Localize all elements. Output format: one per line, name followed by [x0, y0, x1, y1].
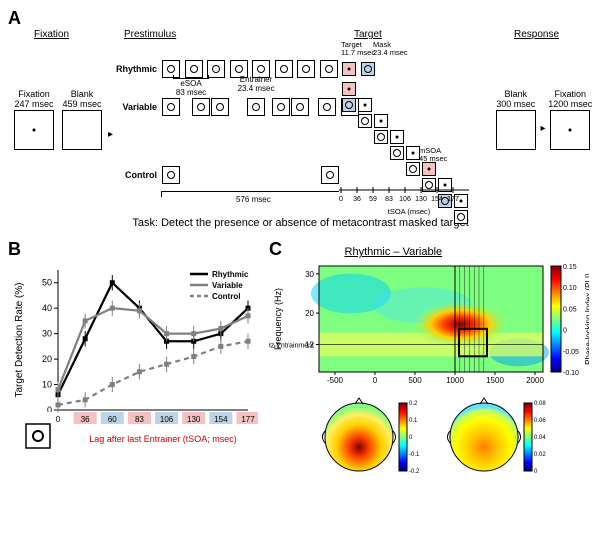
svg-text:20: 20 — [305, 309, 314, 318]
blank2-dur: 300 msec — [493, 99, 538, 109]
svg-text:0.02: 0.02 — [534, 452, 546, 458]
svg-text:0: 0 — [373, 376, 378, 385]
panel-c-label: C — [269, 239, 282, 259]
tf-plot: 12203012 Hz Entrainment-5000500100015002… — [269, 260, 589, 390]
svg-text:0: 0 — [56, 415, 61, 424]
row-variable: Variable — [113, 102, 161, 112]
svg-text:0: 0 — [339, 196, 343, 203]
arrow2-icon: ▸ — [540, 123, 545, 151]
svg-text:-500: -500 — [327, 376, 344, 385]
fix-dur: 247 msec — [11, 99, 57, 109]
svg-text:130: 130 — [187, 415, 201, 424]
blank2-box — [496, 110, 536, 150]
row-rhythmic: Rhythmic — [113, 64, 161, 74]
fix2-dur: 1200 msec — [548, 99, 593, 109]
svg-text:Frequency (Hz): Frequency (Hz) — [273, 288, 283, 350]
svg-text:20: 20 — [42, 354, 52, 364]
fix2-title: Fixation — [548, 89, 593, 99]
fix-title: Fixation — [11, 89, 57, 99]
svg-text:-0.1: -0.1 — [409, 452, 420, 458]
variable-entrainers — [161, 97, 360, 117]
svg-text:1000: 1000 — [446, 376, 464, 385]
panel-b-label: B — [8, 239, 21, 259]
panel-c: C Rhythmic – Variable 12203012 Hz Entrai… — [269, 239, 593, 484]
row-control: Control — [113, 170, 161, 180]
blank1-dur: 459 msec — [59, 99, 105, 109]
svg-text:-0.2: -0.2 — [409, 469, 420, 475]
svg-text:Rhythmic: Rhythmic — [212, 270, 249, 279]
svg-text:0.10: 0.10 — [563, 285, 577, 292]
phase-prestim: Prestimulus — [124, 29, 176, 40]
svg-text:154: 154 — [431, 196, 443, 203]
tsoa-axis: 0 36 59 83 106 130 154 177 — [339, 187, 479, 209]
svg-text:36: 36 — [353, 196, 361, 203]
svg-text:0.2: 0.2 — [409, 401, 418, 407]
phase-target: Target — [354, 29, 382, 40]
svg-text:Control: Control — [212, 292, 240, 301]
blank2-title: Blank — [493, 89, 538, 99]
esoa-lbl: eSOA — [171, 79, 211, 88]
phase-fixation: Fixation — [34, 29, 69, 40]
svg-text:-0.05: -0.05 — [563, 349, 579, 356]
svg-text:0: 0 — [409, 435, 413, 441]
topoplots: -0.2 -0.1 0 0.1 0.2 0 0.02 0.04 0.06 0.08 — [269, 392, 589, 482]
svg-text:30: 30 — [305, 270, 314, 279]
svg-text:83: 83 — [135, 415, 144, 424]
svg-text:50: 50 — [42, 278, 52, 288]
phase-response: Response — [514, 29, 559, 40]
svg-text:0: 0 — [534, 469, 538, 475]
svg-text:130: 130 — [415, 196, 427, 203]
svg-text:60: 60 — [108, 415, 117, 424]
svg-text:0.06: 0.06 — [534, 418, 546, 424]
svg-text:0: 0 — [563, 328, 567, 335]
svg-text:0.04: 0.04 — [534, 435, 546, 441]
task-text: Task: Detect the presence or absence of … — [8, 217, 593, 229]
svg-text:Lag after last Entrainer (tSOA: Lag after last Entrainer (tSOA; msec) — [89, 434, 237, 444]
panel-c-title: Rhythmic – Variable — [345, 246, 443, 258]
control-entrainer — [162, 166, 180, 184]
esoa-val: 83 msec — [171, 88, 211, 97]
svg-text:2000: 2000 — [526, 376, 544, 385]
entr-val: 23.4 msec — [231, 84, 281, 93]
svg-text:Target Detection Rate (%): Target Detection Rate (%) — [14, 282, 25, 397]
detection-rate-chart: 010203040500366083106130154177RhythmicVa… — [8, 260, 258, 460]
svg-text:106: 106 — [160, 415, 174, 424]
svg-text:Variable: Variable — [212, 281, 243, 290]
svg-text:36: 36 — [81, 415, 90, 424]
svg-text:0.08: 0.08 — [534, 401, 546, 407]
fixation-box — [14, 110, 54, 150]
svg-text:40: 40 — [42, 303, 52, 313]
target-box — [342, 62, 356, 76]
svg-text:500: 500 — [408, 376, 422, 385]
svg-text:1500: 1500 — [486, 376, 504, 385]
panel-b: B 010203040500366083106130154177Rhythmic… — [8, 239, 263, 484]
svg-text:10: 10 — [42, 380, 52, 390]
svg-text:106: 106 — [399, 196, 411, 203]
entr-lbl: Entrainer — [231, 75, 281, 84]
svg-text:154: 154 — [214, 415, 228, 424]
svg-text:177: 177 — [447, 196, 459, 203]
svg-text:177: 177 — [241, 415, 255, 424]
mask-val: 23.4 msec — [373, 48, 408, 57]
target-val: 11.7 msec — [341, 48, 375, 57]
panel-a-label: A — [8, 8, 21, 28]
prestim-dur: 576 msec — [236, 195, 271, 204]
svg-text:59: 59 — [369, 196, 377, 203]
svg-text:0.05: 0.05 — [563, 306, 577, 313]
svg-text:-0.10: -0.10 — [563, 370, 579, 377]
mask-box — [361, 62, 375, 76]
svg-text:0.1: 0.1 — [409, 418, 418, 424]
control-entrainer-2 — [321, 166, 339, 184]
svg-text:0.15: 0.15 — [563, 264, 577, 271]
blank-box — [62, 110, 102, 150]
blank1-title: Blank — [59, 89, 105, 99]
svg-text:Phase-locking Index (PLI): Phase-locking Index (PLI) — [584, 273, 589, 365]
svg-text:83: 83 — [385, 196, 393, 203]
svg-text:30: 30 — [42, 329, 52, 339]
fix2-box — [550, 110, 590, 150]
msoa-val: 45 msec — [419, 155, 459, 163]
panel-a: A Fixation Prestimulus Target Response F… — [8, 8, 593, 229]
